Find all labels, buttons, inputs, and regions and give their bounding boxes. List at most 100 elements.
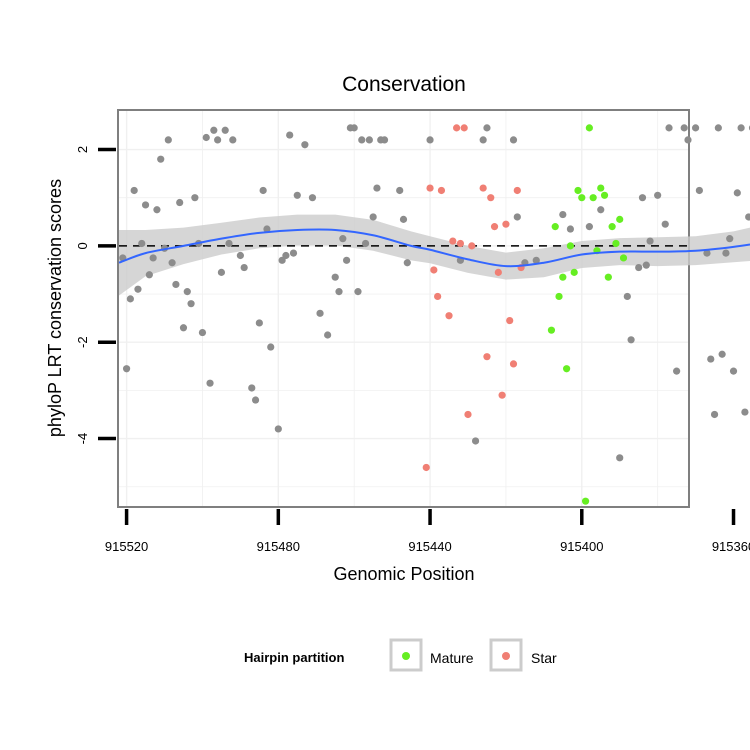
data-point-other bbox=[361, 239, 370, 248]
y-axis-title: phyloP LRT conservation scores bbox=[45, 179, 65, 437]
data-point-other bbox=[741, 408, 749, 416]
data-point-other bbox=[153, 206, 161, 214]
data-point-other bbox=[403, 259, 411, 267]
data-point-mature bbox=[589, 194, 597, 202]
legend-title: Hairpin partition bbox=[244, 650, 344, 665]
legend-label-star: Star bbox=[531, 650, 557, 666]
data-point-other bbox=[354, 288, 362, 296]
data-point-other bbox=[471, 437, 480, 445]
data-point-other bbox=[221, 126, 229, 134]
data-point-mature bbox=[616, 215, 624, 223]
data-point-other bbox=[126, 295, 134, 303]
data-point-other bbox=[714, 124, 722, 132]
data-point-mature bbox=[619, 254, 628, 262]
data-point-star bbox=[490, 223, 499, 231]
data-point-other bbox=[282, 251, 290, 260]
data-point-other bbox=[597, 206, 605, 214]
data-point-mature bbox=[559, 273, 567, 281]
data-point-other bbox=[369, 213, 377, 221]
data-point-star bbox=[468, 242, 476, 250]
data-point-other bbox=[616, 454, 624, 462]
data-point-mature bbox=[570, 268, 578, 276]
data-point-other bbox=[157, 155, 165, 163]
data-point-other bbox=[691, 124, 700, 132]
data-point-star bbox=[483, 353, 491, 361]
data-point-other bbox=[654, 191, 662, 199]
data-point-other bbox=[365, 136, 373, 144]
data-point-other bbox=[293, 191, 301, 199]
data-point-other bbox=[229, 136, 237, 144]
data-point-other bbox=[134, 285, 142, 293]
data-point-star bbox=[464, 410, 472, 419]
data-point-star bbox=[460, 124, 468, 132]
data-point-other bbox=[339, 235, 347, 243]
data-point-mature bbox=[566, 242, 575, 250]
data-point-other bbox=[214, 136, 222, 144]
data-point-other bbox=[703, 249, 711, 257]
data-point-other bbox=[358, 136, 366, 144]
data-point-other bbox=[324, 331, 332, 339]
y-tick-label: -4 bbox=[75, 433, 90, 445]
data-point-other bbox=[331, 273, 339, 281]
data-point-other bbox=[623, 292, 631, 301]
x-tick-label: 915360 bbox=[712, 539, 750, 554]
data-point-star bbox=[430, 266, 438, 274]
data-point-mature bbox=[600, 191, 609, 199]
x-axis-title: Genomic Position bbox=[333, 564, 474, 584]
data-point-mature bbox=[597, 184, 605, 192]
x-tick-label: 915400 bbox=[560, 539, 603, 554]
data-point-mature bbox=[574, 186, 582, 195]
data-point-other bbox=[251, 396, 260, 404]
data-point-other bbox=[183, 288, 191, 296]
data-point-mature bbox=[581, 497, 590, 505]
legend: Hairpin partition Mature Star bbox=[244, 638, 557, 672]
data-point-other bbox=[343, 256, 351, 264]
data-point-other bbox=[122, 365, 131, 373]
data-point-other bbox=[726, 235, 734, 243]
data-point-star bbox=[449, 237, 457, 245]
data-point-other bbox=[479, 136, 487, 144]
data-point-other bbox=[627, 336, 635, 344]
x-tick-label: 915480 bbox=[257, 539, 300, 554]
data-point-other bbox=[164, 136, 172, 144]
legend-item-mature: Mature bbox=[389, 638, 474, 672]
data-point-other bbox=[210, 126, 218, 134]
data-point-other bbox=[745, 213, 750, 221]
data-point-mature bbox=[547, 326, 556, 334]
data-point-mature bbox=[578, 194, 586, 202]
data-point-other bbox=[206, 379, 214, 387]
x-tick-label: 915440 bbox=[408, 539, 451, 554]
data-point-other bbox=[718, 350, 726, 358]
data-point-other bbox=[240, 263, 248, 272]
data-point-other bbox=[301, 141, 309, 149]
data-point-star bbox=[426, 184, 434, 192]
data-point-other bbox=[187, 300, 195, 308]
data-point-mature bbox=[608, 223, 616, 231]
data-point-other bbox=[274, 425, 282, 433]
data-point-other bbox=[267, 343, 275, 351]
data-point-other bbox=[509, 136, 518, 144]
data-point-star bbox=[437, 186, 446, 195]
data-point-other bbox=[149, 254, 157, 262]
data-point-star bbox=[479, 184, 487, 192]
confidence-ribbon bbox=[119, 214, 750, 296]
data-point-star bbox=[509, 360, 518, 368]
data-point-other bbox=[350, 124, 358, 132]
data-point-other bbox=[168, 259, 176, 267]
data-point-other bbox=[236, 251, 244, 260]
legend-swatch-mature bbox=[402, 652, 410, 660]
data-point-other bbox=[722, 249, 730, 257]
data-point-star bbox=[506, 316, 514, 325]
data-point-other bbox=[172, 280, 180, 289]
data-point-other bbox=[248, 384, 256, 392]
y-tick-label: -2 bbox=[75, 336, 90, 348]
data-point-other bbox=[559, 210, 567, 219]
data-point-other bbox=[202, 133, 210, 142]
data-point-other bbox=[737, 124, 745, 132]
data-point-other bbox=[532, 256, 540, 264]
data-point-other bbox=[566, 225, 575, 233]
data-point-mature bbox=[555, 292, 563, 301]
data-point-other bbox=[710, 410, 719, 419]
data-point-other bbox=[695, 186, 703, 195]
data-point-other bbox=[399, 215, 408, 223]
